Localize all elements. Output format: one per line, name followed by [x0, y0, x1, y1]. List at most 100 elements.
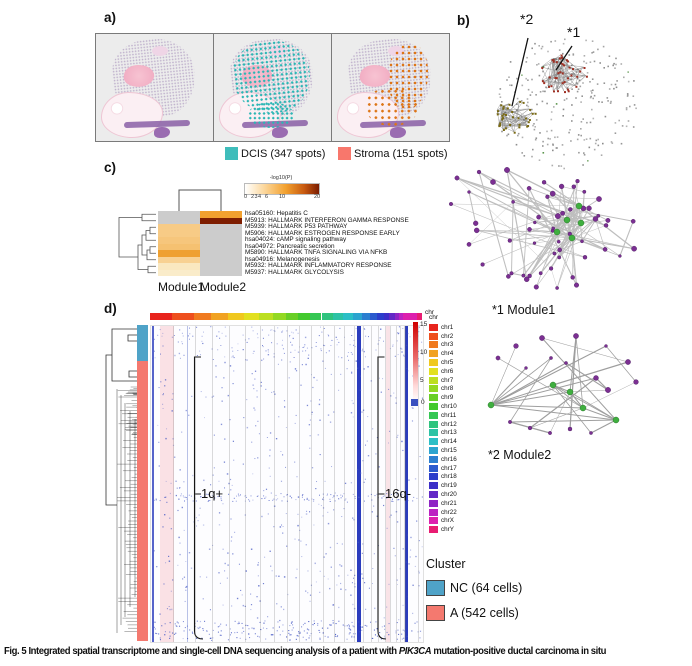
c-cell-hsa04916-module2: [200, 256, 242, 263]
chr-boundary: [395, 326, 397, 642]
chrbar-chr19: [383, 313, 390, 320]
pathway-labels: hsa05160: Hepatitis C M5913: HALLMARK INT…: [245, 210, 409, 276]
pvalue-colorbar-title: -log10(P): [269, 175, 293, 181]
c-cell-M5890-module2: [200, 250, 242, 257]
c-cell-hsa04024-module1: [158, 237, 200, 244]
pathway-heatmap: [158, 211, 242, 276]
chr-name: chr20: [441, 491, 457, 499]
chr-name: chr11: [441, 411, 457, 419]
chr-legend-chr11: chr11: [429, 411, 457, 420]
tissue-image-dcis-spots: [213, 33, 332, 142]
cnv-zero-label: 0: [421, 399, 425, 406]
chrbar-chr22: [398, 313, 404, 320]
chrbar-chr10: [297, 313, 310, 320]
a-cluster-label: A (542 cells): [450, 606, 519, 620]
pvalue-tick: 10: [279, 194, 286, 200]
a-cluster-swatch: [426, 605, 445, 621]
chromosome-legend-title: chr: [429, 314, 439, 321]
chr-boundary: [362, 326, 364, 642]
tissue-tail: [272, 127, 288, 138]
chrbar-chr15: [352, 313, 362, 320]
chr-legend-chr17: chr17: [429, 464, 457, 473]
c-cell-M5906-module1: [158, 230, 200, 237]
chr-boundary: [322, 326, 324, 642]
chr-name: chr6: [441, 367, 454, 375]
loss-annotation: 16q-: [385, 486, 412, 501]
cluster-legend-item-nc: NC (64 cells): [426, 580, 522, 596]
chr-boundary: [259, 326, 262, 642]
cnv-stripe: [187, 326, 189, 642]
pathway-label: M5937: HALLMARK GLYCOLYSIS: [245, 268, 344, 276]
chr-swatch: [429, 482, 438, 490]
chrbar-chr11: [309, 313, 322, 320]
chrbar-chr7: [258, 313, 273, 320]
chrbar-chr1: [150, 313, 172, 320]
chrbar-chr4: [211, 313, 228, 320]
chr-swatch: [429, 508, 438, 516]
chrbar-chr9: [285, 313, 298, 320]
chr-swatch: [429, 394, 438, 402]
chr-name: chr16: [441, 455, 457, 463]
chr-legend-chr3: chr3: [429, 341, 457, 350]
chrbar-chr12: [321, 313, 334, 320]
chromosome-legend: chr chr1 chr2 chr3 chr4 chr5 chr6 chr7 chr8 chr9…: [429, 314, 457, 534]
chrbar-chr6: [243, 313, 259, 320]
cnv-value-tick: 10: [420, 349, 428, 356]
c-cell-hsa05160-module2: [200, 211, 242, 218]
chr-boundary: [310, 326, 312, 642]
c-cell-hsa04972-module1: [158, 243, 200, 250]
chr-boundary: [344, 326, 346, 642]
column-dendrogram: [178, 189, 222, 211]
chr-name: chr3: [441, 341, 454, 349]
caption-gene: PIK3CA: [398, 646, 432, 657]
pathway-label: M5890: HALLMARK TNFA SIGNALING VIA NFKB: [245, 249, 388, 256]
chr-name: chr13: [441, 429, 457, 437]
chr-name: chr1: [441, 323, 454, 331]
pvalue-tick: 3: [254, 194, 258, 200]
chr-boundary: [298, 326, 301, 642]
chr-legend-chr6: chr6: [429, 367, 457, 376]
chr-name: chr9: [441, 394, 454, 402]
pathway-label: hsa04916: Melanogenesis: [245, 255, 320, 263]
chr-boundary: [404, 326, 406, 642]
module2-column-label: Module2: [200, 280, 247, 294]
chr-boundary: [377, 326, 380, 642]
cnv-heatmap: [150, 325, 424, 643]
chrbar-chr20: [389, 313, 395, 320]
chr-name: chrX: [441, 517, 454, 525]
chr-swatch: [429, 438, 438, 446]
chr-name: chr21: [441, 499, 457, 507]
chr-legend-chr18: chr18: [429, 473, 457, 482]
chrbar-chr21: [394, 313, 399, 320]
figure-caption: Fig. 5 Integrated spatial transcriptome …: [4, 646, 606, 657]
pvalue-tick: 0: [244, 194, 248, 200]
chr-boundary: [370, 326, 372, 642]
chrbar-chr16: [361, 313, 370, 320]
row-dendrogram: [118, 213, 156, 274]
chr-name: chr5: [441, 359, 454, 367]
chrbar-chrX: [403, 313, 417, 320]
c-cell-M5932-module2: [200, 263, 242, 270]
chrbar-chr13: [333, 313, 344, 320]
chr-name: chr8: [441, 385, 454, 393]
chr-legend-chr8: chr8: [429, 385, 457, 394]
chr-swatch: [429, 517, 438, 525]
module1-network: [448, 167, 637, 290]
cluster-legend-title: Cluster: [426, 557, 466, 571]
chr-legend-chr9: chr9: [429, 393, 457, 402]
chr-legend-chr14: chr14: [429, 437, 457, 446]
chr-boundary: [390, 326, 392, 642]
chr-boundary: [286, 326, 288, 642]
chrbar-chr18: [376, 313, 384, 320]
loss-16q-stripe: [357, 326, 361, 642]
chrbar-chr3: [193, 313, 211, 320]
tissue-tail: [390, 127, 406, 138]
cnv-value-colorbar: [413, 322, 418, 402]
chr-name: chr10: [441, 403, 457, 411]
chrbar-chrY: [417, 313, 422, 320]
chr-swatch: [429, 491, 438, 499]
chr-legend-chr21: chr21: [429, 499, 457, 508]
pathway-label: M5906: HALLMARK ESTROGEN RESPONSE EARLY: [245, 229, 400, 237]
chr-swatch: [429, 367, 438, 375]
